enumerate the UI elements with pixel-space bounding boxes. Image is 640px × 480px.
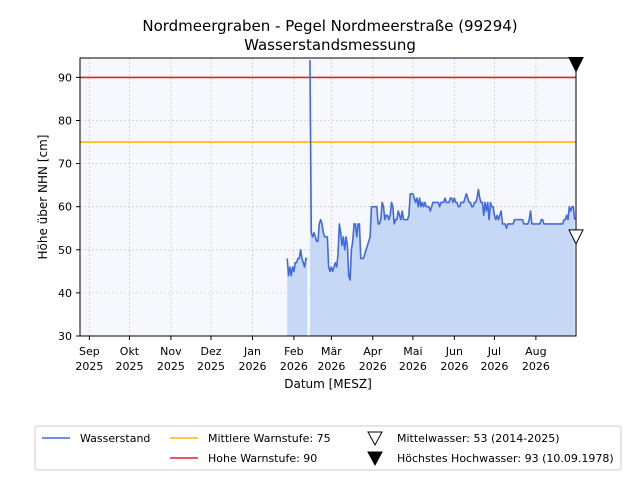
y-axis-label: Höhe über NHN [cm]	[36, 135, 50, 260]
chart-title: Nordmeergraben - Pegel Nordmeerstraße (9…	[142, 17, 517, 35]
y-tick-label: 90	[58, 71, 72, 84]
series-fill	[309, 60, 575, 336]
x-tick-label: Jul	[487, 345, 501, 358]
threshold-lines	[80, 76, 576, 143]
x-axis-label: Datum [MESZ]	[284, 377, 372, 391]
x-tick-label: 2025	[75, 360, 103, 373]
legend: Wasserstand Mittlere Warnstufe: 75 Mittelw…	[34, 425, 622, 471]
x-tick-label: 2026	[522, 360, 550, 373]
x-tick-label: Mär	[321, 345, 342, 358]
legend-swatch	[367, 431, 383, 447]
x-tick-label: Apr	[363, 345, 383, 358]
y-tick-label: 80	[58, 114, 72, 127]
legend-label: Höchstes Hochwasser: 93 (10.09.1978)	[397, 452, 614, 465]
x-tick-label: 2025	[157, 360, 185, 373]
y-tick-label: 30	[58, 330, 72, 343]
x-tick-label: 2026	[359, 360, 387, 373]
y-tick-label: 40	[58, 287, 72, 300]
legend-label: Wasserstand	[80, 432, 150, 445]
x-tick-label: Jan	[243, 345, 261, 358]
legend-label: Mittlere Warnstufe: 75	[208, 432, 331, 445]
legend-label: Mittelwasser: 53 (2014-2025)	[397, 432, 560, 445]
x-tick-label: 2025	[197, 360, 225, 373]
x-tick-label: Nov	[160, 345, 182, 358]
y-tick-label: 60	[58, 201, 72, 214]
legend-box	[34, 425, 622, 471]
x-tick-label: 2025	[115, 360, 143, 373]
y-axis: 30 40 50 60 70 80 90	[58, 71, 80, 343]
plot-frame	[79, 57, 577, 337]
x-tick-label: 2026	[399, 360, 427, 373]
x-tick-label: Aug	[525, 345, 546, 358]
x-tick-label: Sep	[79, 345, 100, 358]
x-tick-label: Dez	[201, 345, 222, 358]
series-line	[286, 249, 308, 277]
x-tick-label: 2026	[317, 360, 345, 373]
x-tick-label: 2026	[440, 360, 468, 373]
x-axis: Sep 2025 Okt 2025 Nov 2025 Dez 2025 Jan 2026 Feb 20…	[75, 336, 550, 373]
reference-marker	[568, 229, 584, 245]
x-tick-label: Okt	[120, 345, 140, 358]
reference-marker	[568, 56, 584, 73]
y-tick-label: 70	[58, 158, 72, 171]
legend-label: Hohe Warnstufe: 90	[208, 452, 317, 465]
series-line	[309, 60, 576, 281]
legend-swatch	[367, 451, 383, 467]
x-tick-label: 2026	[238, 360, 266, 373]
y-tick-label: 50	[58, 244, 72, 257]
reference-markers	[568, 56, 584, 245]
x-tick-label: Mai	[403, 345, 422, 358]
chart-subtitle: Wasserstandsmessung	[244, 36, 416, 54]
x-tick-label: Jun	[445, 345, 463, 358]
series-lines	[286, 60, 576, 281]
x-tick-label: 2026	[480, 360, 508, 373]
x-tick-label: 2026	[280, 360, 308, 373]
x-tick-label: Feb	[284, 345, 303, 358]
